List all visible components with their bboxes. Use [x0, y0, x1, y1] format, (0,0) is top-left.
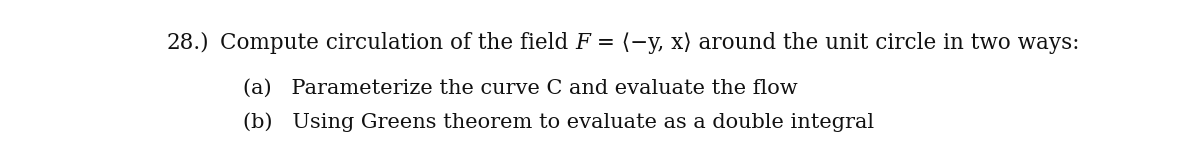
Text: 28.): 28.) [167, 32, 209, 54]
Text: (a)   Parameterize the curve C and evaluate the flow: (a) Parameterize the curve C and evaluat… [242, 78, 798, 97]
Text: = ⟨−y, x⟩ around the unit circle in two ways:: = ⟨−y, x⟩ around the unit circle in two … [589, 32, 1079, 54]
Text: (b)   Using Greens theorem to evaluate as a double integral: (b) Using Greens theorem to evaluate as … [242, 112, 874, 132]
Text: Compute circulation of the field: Compute circulation of the field [220, 32, 575, 54]
Text: F: F [575, 32, 589, 54]
